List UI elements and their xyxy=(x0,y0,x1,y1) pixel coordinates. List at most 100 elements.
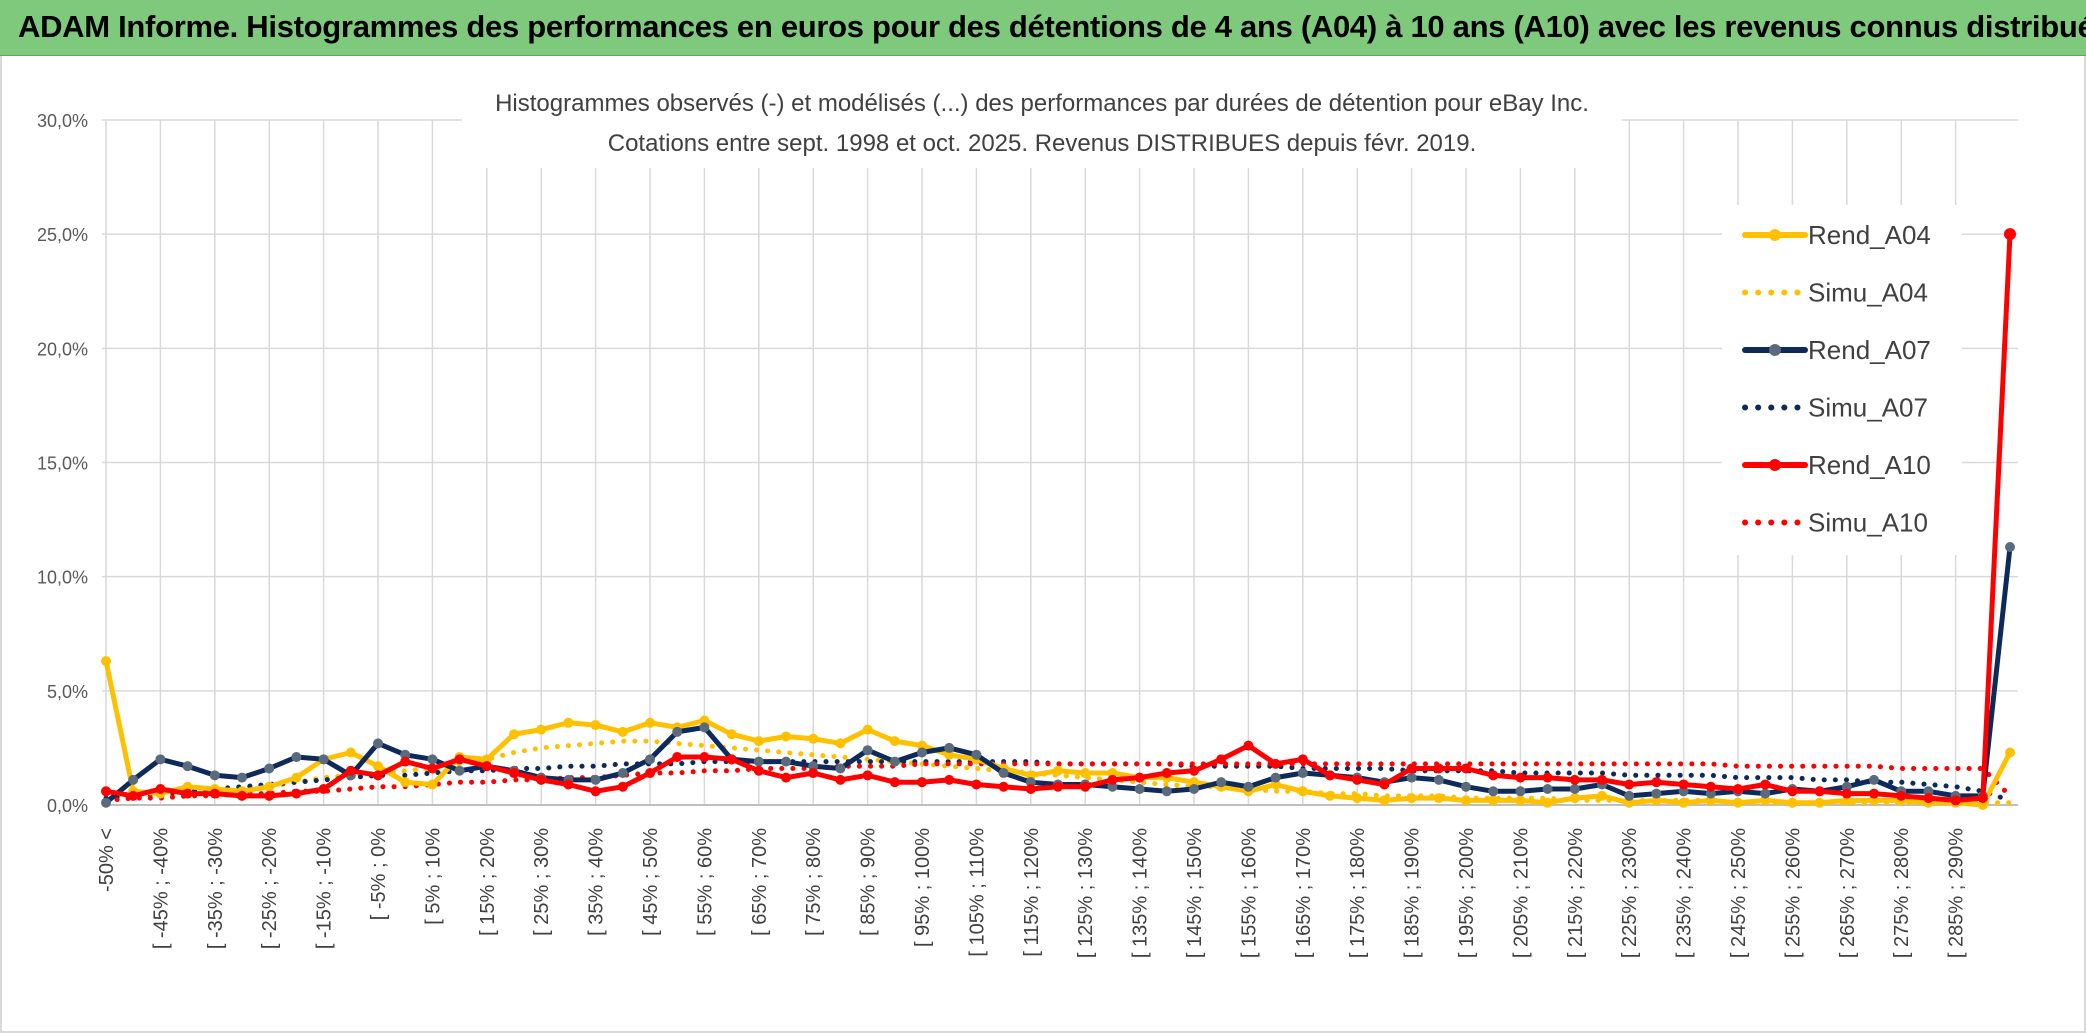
data-point xyxy=(835,774,846,785)
data-point xyxy=(318,754,329,765)
data-point xyxy=(835,763,846,774)
data-point xyxy=(1787,786,1798,797)
data-point xyxy=(1814,797,1825,808)
legend-entry-label: Simu_A10 xyxy=(1808,508,1928,538)
data-point xyxy=(1841,788,1852,799)
data-point xyxy=(1053,781,1063,792)
data-point xyxy=(1760,795,1771,806)
data-point xyxy=(264,790,275,801)
x-tick-label: [ 45% ; 50% xyxy=(640,828,662,936)
data-point xyxy=(563,717,574,728)
data-point xyxy=(427,754,438,765)
data-point xyxy=(1297,768,1308,779)
data-point xyxy=(889,756,900,767)
data-point xyxy=(291,788,302,799)
x-tick-label: -50% < xyxy=(96,828,118,892)
data-point xyxy=(155,784,166,795)
x-tick-label: [ 225% ; 230% xyxy=(1619,828,1641,958)
data-point xyxy=(944,742,955,753)
x-tick-label: [ 15% ; 20% xyxy=(477,828,499,936)
data-point xyxy=(2005,747,2015,758)
legend-entry-label: Rend_A04 xyxy=(1808,220,1931,250)
data-point xyxy=(155,754,166,765)
data-point xyxy=(1705,781,1716,792)
data-point xyxy=(1134,784,1145,795)
data-point xyxy=(427,779,438,790)
x-tick-label: [ 275% ; 280% xyxy=(1891,828,1913,958)
series-lines xyxy=(101,228,2016,810)
x-tick-label: [ 85% ; 90% xyxy=(858,828,880,936)
data-point xyxy=(971,749,982,760)
chart-title-block: Histogrammes observés (-) et modélisés (… xyxy=(462,82,1622,168)
legend-marker xyxy=(1769,344,1781,356)
legend-background xyxy=(1722,205,1962,555)
data-point xyxy=(345,747,356,758)
data-point xyxy=(291,752,302,763)
x-tick-label: [ -35% ; -30% xyxy=(205,828,227,949)
data-point xyxy=(1080,781,1091,792)
data-point xyxy=(617,781,628,792)
data-point xyxy=(1406,763,1417,774)
data-point xyxy=(182,788,193,799)
data-point xyxy=(400,756,411,767)
data-point xyxy=(1869,788,1879,799)
data-point xyxy=(808,733,819,744)
data-point xyxy=(1270,772,1281,783)
data-point xyxy=(998,781,1009,792)
data-point xyxy=(835,738,846,749)
x-tick-label: [ -25% ; -20% xyxy=(259,828,281,949)
data-point xyxy=(862,770,873,781)
data-point xyxy=(1189,777,1199,788)
data-point xyxy=(753,765,764,776)
data-point xyxy=(1488,795,1499,806)
data-point xyxy=(808,768,819,779)
data-point xyxy=(400,749,411,760)
data-point xyxy=(1025,770,1036,781)
data-point xyxy=(1760,779,1771,790)
data-point xyxy=(1080,768,1091,779)
data-point xyxy=(373,770,383,781)
data-point xyxy=(400,777,411,788)
data-point xyxy=(481,761,492,772)
data-point xyxy=(1461,795,1471,806)
data-point xyxy=(862,724,873,735)
data-point xyxy=(1161,768,1172,779)
data-point xyxy=(753,736,764,747)
data-point xyxy=(1542,797,1553,808)
x-tick-label: [ 55% ; 60% xyxy=(694,828,716,936)
data-point xyxy=(182,761,193,772)
data-point xyxy=(781,772,791,783)
x-tick-label: [ 115% ; 120% xyxy=(1021,828,1043,957)
data-point xyxy=(1624,790,1635,801)
data-point xyxy=(1515,772,1526,783)
chart-frame xyxy=(0,56,2086,1033)
data-point xyxy=(617,726,628,737)
data-point xyxy=(1597,790,1607,801)
data-point xyxy=(1651,788,1662,799)
x-tick-label: [ 95% ; 100% xyxy=(912,828,934,947)
data-point xyxy=(889,777,900,788)
x-tick-label: [ -45% ; -40% xyxy=(150,828,172,949)
x-tick-label: [ 255% ; 260% xyxy=(1782,828,1804,958)
x-tick-label: [ 155% ; 160% xyxy=(1238,828,1260,958)
x-tick-label: [ 65% ; 70% xyxy=(749,828,771,936)
y-axis-tick-labels: 0,0% 5,0% 10,0% 15,0% 20,0% 25,0% 30,0% xyxy=(37,111,88,816)
data-point xyxy=(1433,763,1444,774)
data-point xyxy=(1297,754,1308,765)
data-point xyxy=(699,715,710,726)
data-point xyxy=(1488,770,1499,781)
data-point xyxy=(101,656,111,667)
data-point xyxy=(1243,781,1254,792)
data-point xyxy=(101,786,111,797)
data-point xyxy=(1624,779,1635,790)
report-title: ADAM Informe. Histogrammes des performan… xyxy=(18,9,2086,44)
data-point xyxy=(808,761,819,772)
data-point xyxy=(1107,768,1118,779)
legend: Rend_A04 Simu_A04 Rend_A07 Simu_A07 Rend_A10… xyxy=(1722,205,1962,555)
data-point xyxy=(971,779,982,790)
data-point xyxy=(1433,793,1444,804)
data-point xyxy=(237,772,247,783)
data-point xyxy=(128,774,139,785)
data-point xyxy=(672,726,683,737)
